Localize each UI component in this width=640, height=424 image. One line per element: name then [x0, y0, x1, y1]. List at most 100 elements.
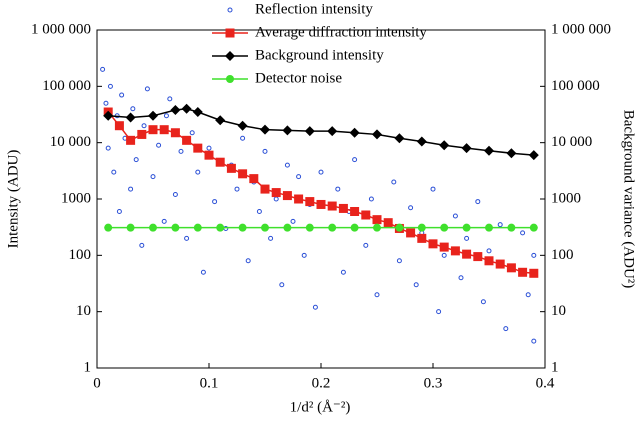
point: [128, 186, 134, 192]
point: [352, 157, 358, 163]
point: [464, 235, 470, 241]
y2-tick-label: 1: [551, 359, 559, 375]
x-tick-label: 0: [93, 375, 101, 391]
point: [256, 208, 262, 214]
point: [200, 269, 206, 275]
y-axis-label: Intensity (ADU): [5, 150, 21, 249]
point: [338, 203, 348, 213]
point: [216, 223, 225, 232]
point: [262, 148, 268, 154]
point: [484, 145, 494, 156]
point: [245, 258, 251, 264]
point: [529, 223, 538, 232]
point: [182, 135, 192, 145]
point: [350, 206, 360, 216]
point: [279, 282, 285, 288]
point: [436, 309, 442, 315]
point: [383, 218, 393, 228]
point: [284, 162, 290, 168]
y-tick-label: 1: [84, 359, 92, 375]
point: [373, 223, 381, 232]
point: [271, 188, 281, 198]
point: [361, 210, 371, 220]
point: [327, 201, 337, 211]
point: [273, 196, 279, 202]
point: [103, 110, 114, 121]
point: [458, 275, 464, 281]
point: [506, 263, 516, 273]
point: [172, 192, 178, 198]
point: [528, 150, 539, 161]
point: [473, 252, 483, 262]
legend-marker: [225, 51, 235, 61]
legend-marker: [225, 28, 235, 38]
point: [215, 157, 225, 167]
point: [260, 124, 270, 135]
y-tick-label: 10 000: [50, 134, 91, 150]
point: [189, 130, 195, 136]
point: [312, 304, 318, 310]
point: [144, 86, 150, 92]
legend-label: Average diffraction intensity: [255, 24, 427, 40]
point: [161, 218, 167, 224]
point: [126, 135, 136, 145]
point: [462, 249, 472, 259]
point: [137, 129, 147, 139]
point: [234, 186, 240, 192]
point: [480, 299, 486, 305]
point: [391, 179, 397, 185]
point: [150, 174, 156, 180]
point: [417, 223, 426, 232]
point: [417, 233, 427, 243]
point: [416, 136, 427, 147]
x-tick-label: 0.3: [424, 375, 443, 391]
point: [283, 223, 292, 232]
y2-tick-label: 100: [551, 247, 574, 263]
point: [484, 256, 494, 266]
point: [226, 163, 236, 173]
point: [395, 223, 404, 232]
y-tick-label: 100 000: [42, 78, 91, 94]
legend-label: Reflection intensity: [255, 1, 373, 17]
y-tick-label: 10: [76, 303, 91, 319]
point: [100, 66, 106, 72]
y2-tick-label: 10 000: [551, 134, 592, 150]
legend-marker: [227, 7, 233, 13]
point: [104, 223, 113, 232]
point: [139, 242, 145, 248]
point: [340, 269, 346, 275]
point: [461, 143, 472, 154]
point: [475, 199, 481, 205]
point: [413, 282, 419, 288]
point: [506, 148, 517, 159]
y2-tick-label: 10: [551, 303, 566, 319]
point: [486, 248, 492, 254]
point: [372, 129, 382, 140]
point: [238, 223, 247, 232]
point: [408, 205, 414, 211]
point: [316, 199, 326, 209]
point: [301, 252, 307, 258]
point: [372, 215, 382, 225]
point: [181, 103, 192, 114]
point: [119, 92, 125, 98]
point: [428, 239, 438, 249]
point: [260, 184, 270, 194]
point: [441, 252, 447, 258]
legend-marker: [226, 75, 234, 83]
point: [148, 110, 158, 121]
point: [193, 223, 202, 232]
point: [206, 145, 212, 151]
point: [452, 213, 458, 219]
point: [450, 246, 460, 256]
point: [212, 199, 218, 205]
point: [125, 112, 136, 123]
point: [159, 125, 169, 135]
point: [503, 326, 509, 332]
point: [193, 143, 203, 153]
y-tick-label: 100: [69, 247, 92, 263]
point: [485, 223, 493, 232]
point: [178, 148, 184, 154]
x-axis-label: 1/d² (Å⁻²): [290, 399, 351, 415]
